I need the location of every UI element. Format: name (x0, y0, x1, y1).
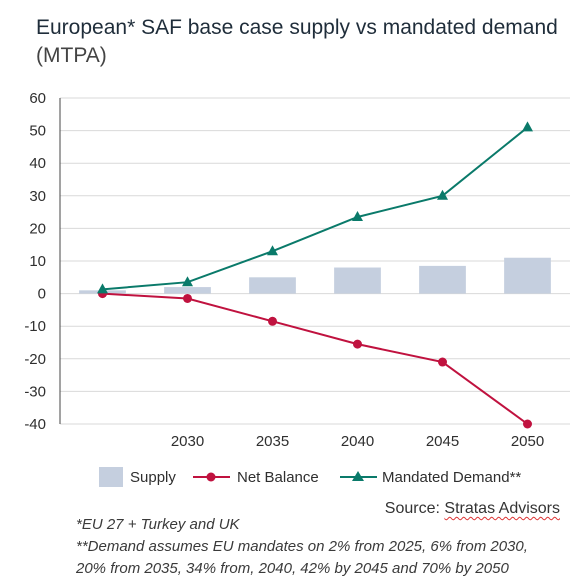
mandated-demand-point (352, 210, 363, 221)
chart-title-text: European* SAF base case supply vs mandat… (36, 16, 558, 39)
supply-bar (419, 265, 466, 294)
supply-bar (164, 287, 211, 294)
mandated-demand-point (437, 189, 448, 200)
chart-legend: Supply Net Balance Mandated Demand** (99, 467, 521, 487)
supply-bar (504, 257, 551, 294)
y-tick-label: 50 (29, 123, 46, 140)
mandated-demand-point (522, 121, 533, 132)
y-tick-label: 30 (29, 188, 46, 205)
net-balance-point (268, 316, 277, 326)
source-note: Source: Stratas Advisors (385, 500, 560, 518)
y-tick-label: -10 (24, 318, 46, 335)
chart-grid (59, 97, 570, 425)
x-tick-label: 2050 (511, 433, 544, 450)
net-balance-point (183, 293, 192, 303)
x-tick-label: 2040 (341, 433, 374, 450)
y-axis-ticks: -40 -30 -20 -10 0 10 20 30 40 50 60 (24, 90, 46, 433)
net-balance-point (353, 339, 362, 349)
x-tick-label: 2035 (256, 433, 289, 450)
legend-net-balance-marker (206, 472, 216, 482)
net-balance-point (523, 419, 532, 429)
x-tick-label: 2030 (171, 433, 204, 450)
net-balance-point (438, 357, 447, 367)
mandated-demand-line (102, 126, 529, 291)
y-tick-label: -40 (24, 416, 46, 433)
legend-net-balance-label: Net Balance (237, 469, 319, 486)
footnote-demand-1: **Demand assumes EU mandates on 2% from … (76, 538, 528, 555)
supply-bars (79, 257, 551, 294)
legend-mandated-demand-marker (352, 471, 364, 481)
y-tick-label: -20 (24, 351, 46, 368)
mandated-demand-point (97, 283, 108, 294)
legend-supply-label: Supply (130, 469, 176, 486)
y-tick-label: -30 (24, 383, 46, 400)
y-tick-label: 40 (29, 155, 46, 172)
source-name: Stratas Advisors (444, 500, 560, 517)
chart-title: European* SAF base case supply vs mandat… (36, 14, 566, 70)
y-tick-label: 60 (29, 90, 46, 107)
mandated-demand-point (267, 245, 278, 256)
footnote-region: *EU 27 + Turkey and UK (76, 516, 240, 533)
legend-mandated-demand-label: Mandated Demand** (382, 469, 521, 486)
x-axis-ticks: 2030 2035 2040 2045 2050 (171, 433, 544, 450)
supply-bar (249, 277, 296, 294)
net-balance-line (102, 292, 529, 425)
footnote-demand-2: 20% from 2035, 34% from, 2040, 42% by 20… (76, 560, 509, 577)
legend-supply-swatch (99, 467, 123, 487)
supply-bar (334, 267, 381, 294)
y-tick-label: 0 (38, 286, 46, 303)
y-tick-label: 20 (29, 220, 46, 237)
x-tick-label: 2045 (426, 433, 459, 450)
source-prefix: Source: (384, 500, 440, 517)
chart-subtitle: (MTPA) (36, 44, 107, 67)
y-tick-label: 10 (29, 253, 46, 270)
chart-lines (97, 121, 533, 429)
mandated-demand-point (182, 276, 193, 287)
footnotes: *EU 27 + Turkey and UK **Demand assumes … (76, 514, 528, 580)
